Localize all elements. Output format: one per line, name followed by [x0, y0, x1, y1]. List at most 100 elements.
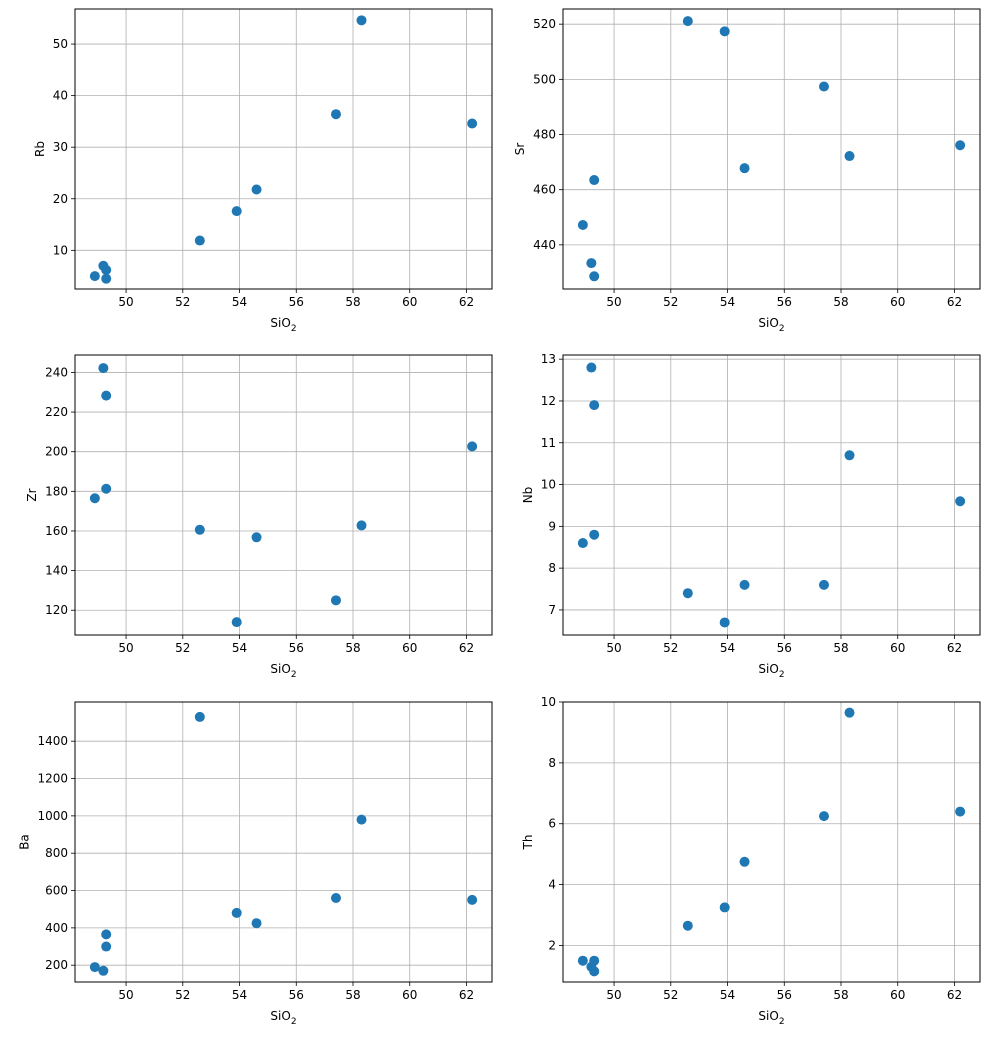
x-tick-label: 58 — [833, 295, 848, 309]
y-tick-label: 13 — [541, 352, 556, 366]
y-tick-label: 180 — [45, 484, 68, 498]
x-tick-label: 62 — [459, 295, 474, 309]
x-axis-label: SiO2 — [270, 1009, 296, 1027]
y-tick-label: 20 — [53, 192, 68, 206]
axes-frame — [74, 701, 493, 983]
x-tick-label: 56 — [289, 295, 304, 309]
y-tick-label: 12 — [541, 394, 556, 408]
data-point — [467, 118, 478, 129]
data-point — [719, 26, 730, 37]
x-tick-label: 58 — [345, 988, 360, 1002]
x-tick-label: 54 — [720, 295, 735, 309]
data-point — [467, 441, 478, 452]
data-point — [194, 524, 205, 535]
data-point — [589, 175, 600, 186]
x-tick-label: 50 — [118, 295, 133, 309]
y-tick-label: 500 — [533, 72, 556, 86]
axes-frame — [74, 354, 493, 636]
y-tick-label: 120 — [45, 603, 68, 617]
scatter-panel-th: 50 52 54 56 58 60 62 2 4 6 8 10 SiO2 Th — [521, 695, 981, 1027]
data-point — [719, 902, 730, 913]
data-point — [589, 966, 600, 977]
y-tick-label: 30 — [53, 140, 68, 154]
data-point — [194, 711, 205, 722]
data-point — [231, 907, 242, 918]
x-tick-label: 52 — [175, 295, 190, 309]
data-point — [682, 588, 693, 599]
x-tick-label: 62 — [947, 988, 962, 1002]
data-point — [89, 271, 100, 282]
data-point — [330, 893, 341, 903]
data-point — [589, 271, 600, 282]
data-point — [251, 532, 262, 543]
x-tick-label: 60 — [402, 641, 417, 655]
x-tick-label: 54 — [232, 295, 247, 309]
axes-frame — [562, 354, 981, 636]
axes-frame — [562, 701, 981, 983]
y-axis-label: Zr — [25, 488, 39, 501]
x-tick-label: 60 — [402, 295, 417, 309]
data-point — [577, 538, 588, 549]
x-tick-label: 58 — [833, 641, 848, 655]
y-tick-label: 160 — [45, 524, 68, 538]
data-point — [101, 941, 112, 952]
data-point — [98, 965, 109, 976]
x-tick-label: 60 — [890, 641, 905, 655]
y-tick-label: 50 — [53, 37, 68, 51]
y-axis-label: Sr — [513, 143, 527, 156]
y-tick-label: 1400 — [37, 734, 68, 748]
x-axis-label: SiO2 — [758, 316, 784, 334]
y-tick-label: 7 — [548, 603, 556, 617]
y-tick-label: 460 — [533, 183, 556, 197]
data-point — [251, 184, 262, 195]
x-tick-label: 50 — [118, 641, 133, 655]
x-tick-label: 60 — [890, 988, 905, 1002]
data-point — [251, 918, 262, 929]
data-point — [589, 955, 600, 966]
x-tick-label: 58 — [345, 295, 360, 309]
data-point — [98, 363, 109, 374]
y-tick-label: 1000 — [37, 809, 68, 823]
data-point — [330, 109, 341, 120]
x-tick-label: 52 — [663, 295, 678, 309]
scatter-panel-ba: 50 52 54 56 58 60 62 200 400 600 800 1000 1200 1400 Si… — [18, 701, 493, 1027]
y-tick-label: 200 — [45, 958, 68, 972]
x-tick-label: 52 — [175, 641, 190, 655]
x-tick-label: 62 — [947, 641, 962, 655]
data-point — [89, 962, 100, 973]
y-axis-label: Ba — [18, 834, 32, 850]
x-tick-label: 50 — [606, 295, 621, 309]
y-tick-label: 4 — [548, 878, 556, 892]
y-axis-label: Nb — [521, 487, 535, 504]
x-tick-label: 56 — [289, 988, 304, 1002]
x-axis-label: SiO2 — [270, 316, 296, 334]
data-point — [739, 163, 750, 174]
x-tick-label: 58 — [345, 641, 360, 655]
x-tick-label: 52 — [663, 641, 678, 655]
y-tick-label: 11 — [541, 436, 556, 450]
data-point — [89, 493, 100, 504]
scatter-panel-sr: 50 52 54 56 58 60 62 440 460 480 500 520 SiO2 Sr — [513, 8, 981, 334]
data-point — [844, 151, 855, 162]
data-point — [955, 806, 966, 817]
x-tick-label: 60 — [402, 988, 417, 1002]
x-axis-label: SiO2 — [270, 662, 296, 680]
data-point — [101, 264, 112, 275]
data-point — [586, 362, 597, 373]
data-point — [356, 520, 367, 531]
data-point — [194, 235, 205, 246]
data-point — [586, 258, 597, 269]
x-tick-label: 50 — [606, 988, 621, 1002]
x-tick-label: 56 — [777, 641, 792, 655]
data-point — [101, 273, 112, 284]
y-tick-label: 8 — [548, 756, 556, 770]
x-axis-label: SiO2 — [758, 1009, 784, 1027]
axes-frame — [74, 8, 493, 290]
x-tick-label: 62 — [947, 295, 962, 309]
data-point — [818, 81, 829, 92]
y-tick-label: 10 — [541, 478, 556, 492]
y-tick-label: 440 — [533, 238, 556, 252]
data-point — [101, 929, 112, 940]
y-tick-label: 1200 — [37, 772, 68, 786]
